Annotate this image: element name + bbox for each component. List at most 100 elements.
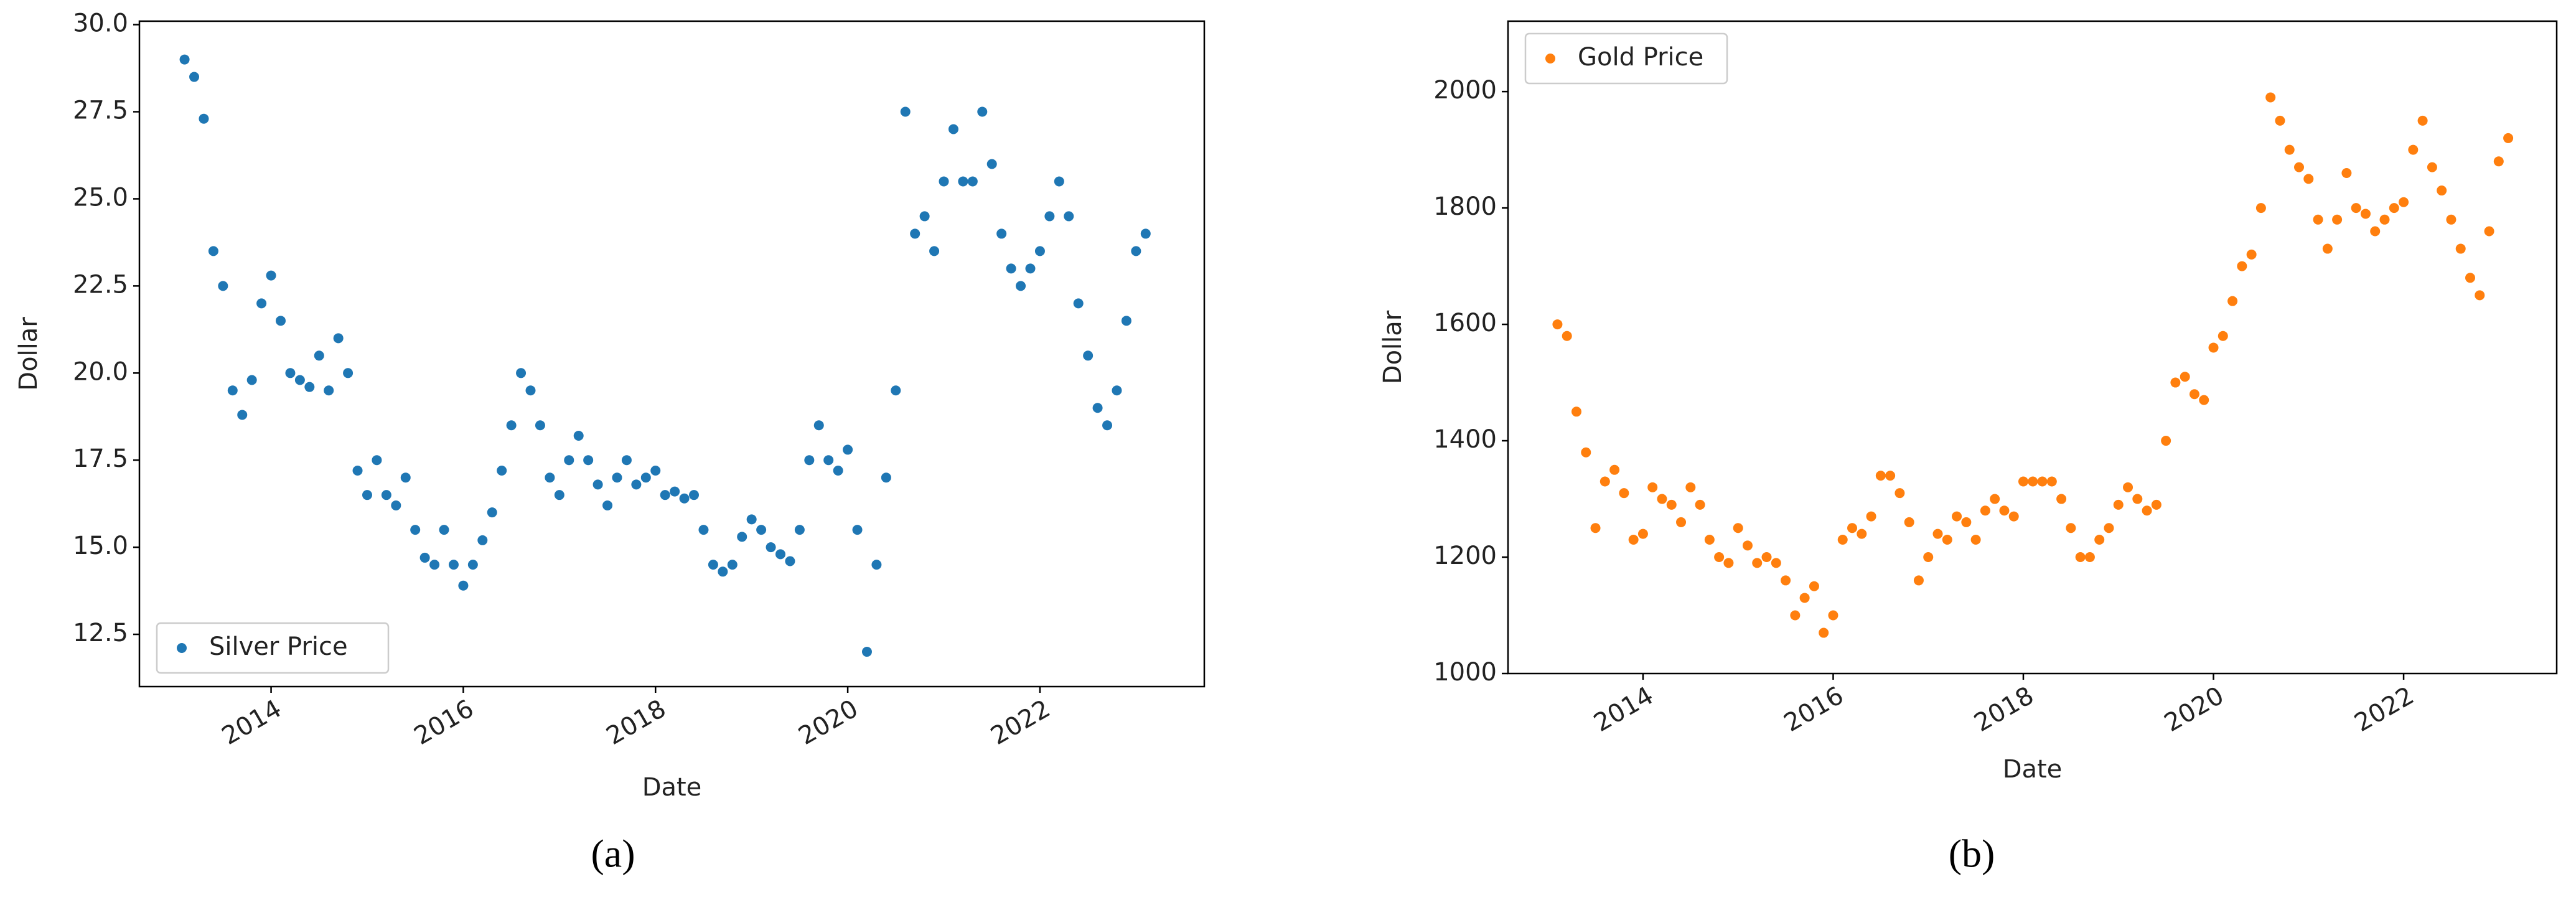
data-point — [343, 368, 354, 378]
data-point — [766, 542, 776, 553]
data-point — [1723, 558, 1734, 568]
data-point — [1752, 558, 1763, 568]
data-point — [1942, 534, 1952, 545]
data-point — [631, 479, 642, 490]
y-axis-label: Dollar — [1379, 310, 1407, 384]
data-point — [2389, 203, 2399, 214]
legend: Gold Price — [1524, 32, 1728, 85]
data-point — [2151, 499, 2161, 510]
data-point — [429, 560, 440, 570]
data-point — [967, 176, 978, 187]
data-point — [1609, 464, 1620, 475]
data-point — [1552, 319, 1563, 330]
data-point — [179, 54, 190, 65]
data-point — [2351, 203, 2361, 214]
data-point — [1857, 528, 1867, 539]
data-point — [958, 176, 968, 187]
data-point — [2313, 214, 2323, 225]
data-point — [1847, 523, 1858, 533]
data-point — [2294, 162, 2305, 172]
data-point — [2379, 214, 2390, 225]
data-point — [1666, 499, 1677, 510]
data-point — [362, 490, 372, 500]
data-point — [1781, 575, 1791, 586]
data-point — [1828, 610, 1838, 621]
data-point — [2341, 168, 2352, 179]
data-point — [1714, 552, 1725, 563]
data-point — [1970, 534, 1981, 545]
x-tick-label: 2014 — [1589, 681, 1658, 738]
data-point — [199, 113, 209, 124]
data-point — [861, 647, 872, 657]
data-point — [986, 159, 997, 169]
data-point — [1904, 517, 1914, 527]
data-point — [439, 525, 449, 535]
data-point — [698, 525, 709, 535]
data-point — [1837, 534, 1848, 545]
plot-frame — [138, 20, 1206, 688]
data-point — [1112, 385, 1122, 396]
data-point — [1761, 552, 1772, 563]
data-point — [1676, 517, 1687, 527]
y-tick-label: 1400 — [1433, 425, 1497, 454]
data-point — [497, 465, 507, 476]
data-point — [2237, 261, 2247, 271]
data-point — [1054, 176, 1064, 187]
x-axis-label: Date — [642, 773, 702, 802]
data-point — [564, 455, 574, 466]
legend-box — [156, 622, 390, 674]
x-tick-label: 2020 — [2160, 681, 2229, 738]
data-point — [1628, 534, 1639, 545]
data-point — [1980, 505, 1990, 516]
data-point — [891, 385, 901, 396]
data-point — [2322, 243, 2333, 254]
data-point — [602, 500, 613, 510]
data-point — [294, 375, 305, 385]
data-point — [871, 560, 882, 570]
data-point — [2370, 226, 2381, 237]
y-tick-label: 22.5 — [73, 270, 128, 299]
data-point — [1961, 517, 1972, 527]
data-point — [2028, 476, 2038, 487]
data-point — [833, 465, 843, 476]
x-tick-label: 2018 — [1969, 681, 2038, 738]
data-point — [333, 333, 344, 344]
data-point — [458, 580, 469, 591]
data-point — [2189, 389, 2199, 400]
y-tick-label: 15.0 — [73, 532, 128, 560]
data-point — [189, 72, 200, 82]
data-point — [919, 211, 930, 222]
data-point — [2113, 499, 2124, 510]
data-point — [2075, 552, 2086, 563]
legend-marker — [1545, 54, 1555, 63]
data-point — [2360, 209, 2371, 219]
data-point — [487, 507, 497, 518]
data-point — [813, 420, 824, 431]
legend-marker — [177, 643, 187, 653]
data-point — [1016, 281, 1026, 291]
data-point — [1885, 471, 1896, 481]
x-tick-label: 2016 — [1779, 681, 1848, 738]
data-point — [372, 455, 382, 466]
data-point — [1742, 540, 1753, 551]
data-point — [804, 455, 815, 466]
data-point — [2056, 494, 2067, 504]
data-point — [823, 455, 834, 466]
data-point — [910, 228, 920, 239]
data-point — [1131, 246, 1141, 256]
data-point — [1102, 420, 1113, 431]
data-point — [1562, 331, 1572, 341]
legend-label: Gold Price — [1578, 43, 1703, 72]
data-point — [929, 246, 940, 256]
data-point — [535, 420, 545, 431]
data-point — [545, 472, 555, 483]
data-point — [1695, 499, 1705, 510]
data-point — [2132, 494, 2143, 504]
x-tick-label: 2022 — [986, 694, 1055, 751]
data-point — [2475, 290, 2485, 301]
data-point — [2399, 197, 2409, 207]
data-point — [592, 479, 603, 490]
data-point — [977, 106, 988, 117]
data-point — [1121, 316, 1131, 326]
